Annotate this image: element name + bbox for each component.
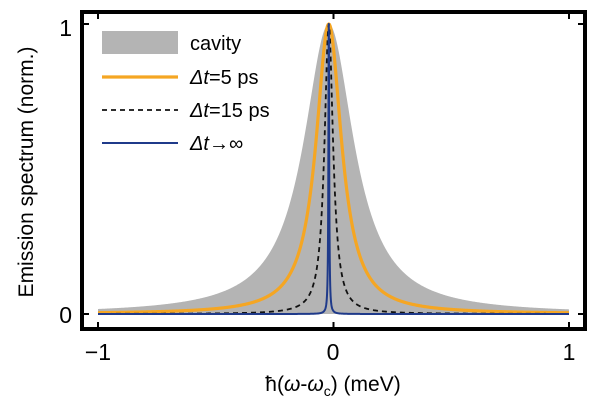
x-label-minus: - [300, 373, 307, 396]
x-tick-label-neg1: −1 [85, 339, 111, 365]
y-tick-label-0: 0 [59, 302, 72, 328]
x-tick-label-0: 0 [327, 339, 340, 365]
y-tick-labels: 0 1 [59, 15, 72, 328]
x-label-omega: ω [284, 373, 300, 396]
x-tick-label-1: 1 [563, 339, 576, 365]
legend-label-dt5: Δt=5 ps [189, 67, 258, 89]
plot-area [80, 10, 587, 331]
legend-label-cavity: cavity [190, 33, 241, 55]
series-layer [97, 22, 570, 315]
x-label-units: ) (meV) [331, 373, 401, 396]
series-line-3 [97, 23, 570, 315]
x-label-omega-c: ω [307, 373, 323, 396]
x-label-subscript: c [324, 383, 331, 399]
x-tick-labels: −1 0 1 [85, 339, 576, 365]
legend-swatch-cavity [102, 31, 178, 54]
legend: cavity Δt=5 ps Δt=15 ps Δt→∞ [102, 31, 270, 155]
legend-label-dt15: Δt=15 ps [189, 100, 270, 122]
y-axis-label: Emission spectrum (norm.) [15, 47, 38, 298]
x-axis-label: ħ(ω-ωc) (meV) [265, 373, 400, 399]
series-line-1 [97, 22, 570, 315]
legend-label-dt-inf: Δt→∞ [189, 133, 243, 155]
tick-marks [82, 12, 585, 329]
x-label-hbar-part: ħ( [265, 373, 284, 396]
y-tick-label-1: 1 [59, 15, 72, 41]
